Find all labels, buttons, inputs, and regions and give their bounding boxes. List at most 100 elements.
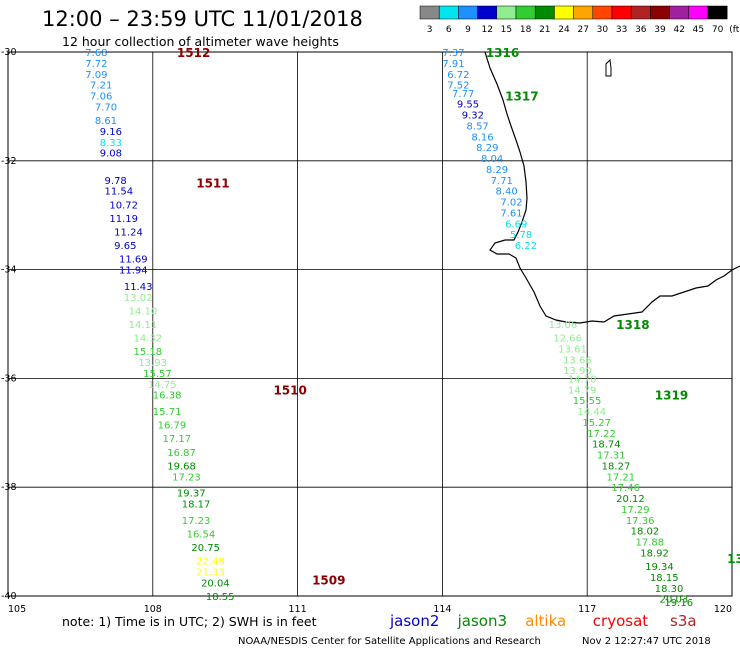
swh-value: 13.66 <box>563 355 592 366</box>
swh-value: 15.27 <box>582 418 611 429</box>
scale-label-3: 3 <box>427 25 433 35</box>
lon-tick-108: 108 <box>144 604 162 615</box>
scale-label-42: 42 <box>673 25 684 35</box>
scale-swatch-27 <box>573 5 594 20</box>
swh-value: 11.19 <box>109 214 138 225</box>
swh-value: 6.22 <box>515 241 537 252</box>
satellite-jason2: jason2 <box>389 612 439 630</box>
scale-swatch-18 <box>515 5 536 20</box>
scale-swatch-33 <box>611 5 632 20</box>
scale-label-70: 70 <box>712 25 724 35</box>
altimeter-tracks: 7.687.727.097.217.067.70 8.619.168.339.08… <box>85 48 693 609</box>
scale-label-36: 36 <box>635 25 647 35</box>
swh-value: 16.79 <box>158 421 187 432</box>
swh-value: 17.22 <box>587 429 616 440</box>
scale-swatch-30 <box>592 5 613 20</box>
swh-value: 14.11 <box>129 320 158 331</box>
swh-value: 7.52 <box>447 81 469 92</box>
swh-value: 18.17 <box>182 500 211 511</box>
swh-value: 14.44 <box>578 407 607 418</box>
pass-label-1316: 1316 <box>486 46 519 60</box>
pass-label-1509: 1509 <box>312 574 345 588</box>
pass-label-1512: 1512 <box>177 46 210 60</box>
lon-tick-120: 120 <box>714 604 732 615</box>
swh-value: 17.23 <box>172 472 201 483</box>
pass-label-1319: 1319 <box>655 389 688 403</box>
satellite-s3a: s3a <box>670 612 697 630</box>
swh-value: 15.57 <box>143 369 172 380</box>
lon-tick-114: 114 <box>433 604 451 615</box>
swh-value: 8.29 <box>476 143 498 154</box>
swh-value: 11.94 <box>119 266 148 277</box>
pass-label-1317: 1317 <box>505 90 538 104</box>
footer-timestamp: Nov 2 12:27:47 UTC 2018 <box>582 636 711 647</box>
pass-labels: 1512 1511 1510 1509 1316 1317 1318 1319 13 <box>177 46 740 588</box>
swh-value: 15.55 <box>573 396 602 407</box>
scale-swatch-9 <box>458 5 478 20</box>
swh-value: 11.54 <box>105 187 134 198</box>
swh-value: 14.10 <box>129 306 158 317</box>
scale-swatch-42 <box>669 5 690 20</box>
scale-label-18: 18 <box>520 25 532 35</box>
swh-value: 21.33 <box>196 568 225 579</box>
pass-label-1318: 1318 <box>616 318 649 332</box>
swh-value: 18.02 <box>631 527 660 538</box>
swh-value: 16.54 <box>187 529 216 540</box>
scale-swatch-3 <box>419 5 440 20</box>
scale-label-12: 12 <box>481 25 492 35</box>
track-north-east: 7.377.916.727.527.779.559.328.578.168.29… <box>442 48 537 252</box>
swh-value: 7.37 <box>442 48 464 59</box>
page-subtitle: 12 hour collection of altimeter wave hei… <box>62 34 339 49</box>
lat-tick--30: -30 <box>1 47 17 58</box>
pass-label-1510: 1510 <box>273 383 306 397</box>
lon-tick-117: 117 <box>578 604 596 615</box>
satellite-legend: jason2 jason3 altika cryosat s3a <box>389 612 697 630</box>
swh-value: 6.69 <box>505 219 527 230</box>
swh-value: 14.32 <box>133 334 162 345</box>
swh-value: 7.06 <box>90 92 112 103</box>
scale-swatch-45 <box>688 5 709 20</box>
swh-value: 13.02 <box>124 293 153 304</box>
swh-value: 18.92 <box>640 548 669 559</box>
swh-value: 7.21 <box>90 81 112 92</box>
scale-swatch-6 <box>438 5 459 20</box>
map-grid: 105 108 111 114 117 120 -30 -32 -34 -36 -38 -40 <box>1 47 733 615</box>
scale-label-21: 21 <box>539 25 550 35</box>
swh-value: 17.88 <box>635 538 664 549</box>
swh-value: 15.18 <box>133 347 162 358</box>
scale-swatch-24 <box>554 5 574 20</box>
scale-label-15: 15 <box>501 25 512 35</box>
track-west: 7.687.727.097.217.067.70 8.619.168.339.08… <box>85 48 234 603</box>
swh-value: 13.61 <box>558 344 587 355</box>
swh-value: 7.91 <box>442 59 464 70</box>
swh-value: 8.57 <box>467 121 489 132</box>
swh-value: 20.03 <box>660 595 689 606</box>
lat-tick--36: -36 <box>1 373 17 384</box>
satellite-altika: altika <box>525 612 566 630</box>
swh-value: 19.34 <box>645 562 674 573</box>
lon-tick-111: 111 <box>289 604 307 615</box>
swh-value: 14.79 <box>568 385 597 396</box>
swh-value: 17.29 <box>621 505 650 516</box>
swh-value: 7.02 <box>500 198 522 209</box>
pass-label-1511: 1511 <box>196 177 229 191</box>
scale-swatch-70 <box>707 5 728 20</box>
swh-value: 10.72 <box>109 200 138 211</box>
swh-value: 9.16 <box>100 127 122 138</box>
swh-value: 15.71 <box>153 407 182 418</box>
swh-value: 8.61 <box>95 116 117 127</box>
swh-value: 13.90 <box>563 366 592 377</box>
scale-label-33: 33 <box>616 25 627 35</box>
scale-label-39: 39 <box>654 25 666 35</box>
pass-label-13: 13 <box>727 552 740 566</box>
swh-value: 9.78 <box>105 176 127 187</box>
swh-value: 13.06 <box>549 320 578 331</box>
swh-value: 5.78 <box>510 230 532 241</box>
swh-value: 19.68 <box>167 461 196 472</box>
swh-value: 18.15 <box>650 573 679 584</box>
swh-value: 9.55 <box>457 100 479 111</box>
swh-value: 19.37 <box>177 489 206 500</box>
lat-tick--32: -32 <box>1 156 17 167</box>
